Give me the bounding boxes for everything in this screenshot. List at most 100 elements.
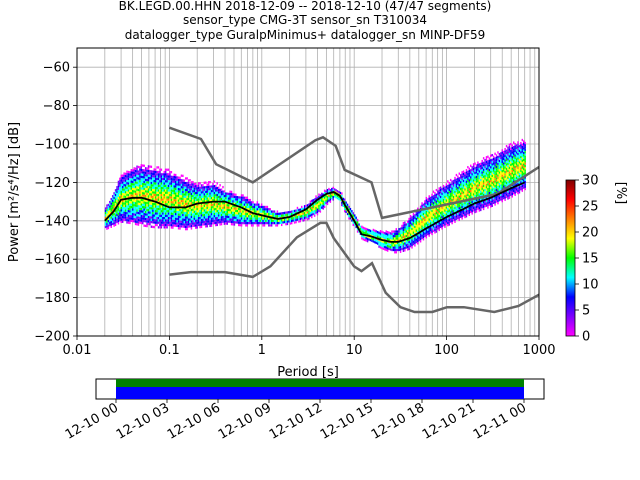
grid xyxy=(77,48,539,336)
density-cell xyxy=(470,180,472,184)
density-cell xyxy=(143,185,145,188)
density-cell xyxy=(173,219,175,223)
density-cell xyxy=(418,236,420,239)
density-cell xyxy=(127,200,130,204)
density-cell xyxy=(386,242,389,245)
density-cell xyxy=(454,183,456,187)
density-cell xyxy=(484,158,486,162)
density-cell xyxy=(389,236,392,240)
density-cell xyxy=(164,177,167,181)
density-cell xyxy=(240,224,243,227)
density-cell xyxy=(424,214,426,217)
density-cell xyxy=(140,198,143,202)
density-cell xyxy=(454,188,456,191)
density-cell xyxy=(153,191,155,194)
density-cell xyxy=(170,187,173,190)
density-cell xyxy=(197,182,200,185)
density-cell xyxy=(142,208,144,211)
density-cell xyxy=(142,212,144,216)
density-cell xyxy=(488,164,491,167)
density-cell xyxy=(299,219,302,223)
density-cell xyxy=(472,167,475,171)
density-cell xyxy=(402,247,405,250)
density-cell xyxy=(475,208,478,211)
density-cell xyxy=(172,212,174,215)
density-cell xyxy=(116,211,118,214)
density-cell xyxy=(520,153,522,156)
density-cell xyxy=(414,241,416,245)
density-cell xyxy=(240,203,243,206)
density-cell xyxy=(465,201,468,204)
density-cell xyxy=(498,155,501,158)
density-cell xyxy=(500,154,502,157)
density-cell xyxy=(460,211,462,214)
density-cell xyxy=(132,176,134,179)
density-cell xyxy=(448,195,450,198)
density-cell xyxy=(200,221,203,224)
density-cell xyxy=(494,171,496,174)
density-cell xyxy=(511,195,513,198)
density-cell xyxy=(186,223,188,226)
density-cell xyxy=(192,215,194,218)
density-cell xyxy=(435,216,438,219)
density-cell xyxy=(126,209,128,213)
density-cell xyxy=(502,164,505,168)
density-cell xyxy=(295,214,297,217)
density-cell xyxy=(404,235,406,238)
density-cell xyxy=(401,227,403,230)
density-cell xyxy=(402,226,405,229)
density-cell xyxy=(474,192,476,195)
density-cell xyxy=(262,224,264,227)
density-cell xyxy=(394,232,396,236)
density-cell xyxy=(233,218,236,222)
density-cell xyxy=(425,222,428,225)
density-cell xyxy=(319,194,322,197)
density-cell xyxy=(448,209,450,212)
density-cell xyxy=(127,212,130,215)
density-cell xyxy=(279,219,281,222)
density-cell xyxy=(203,195,206,198)
density-cell xyxy=(209,192,211,195)
density-cell xyxy=(210,215,213,218)
density-cell xyxy=(238,210,240,213)
density-cell xyxy=(374,231,376,235)
density-cell xyxy=(460,201,462,205)
density-cell xyxy=(164,180,167,183)
density-cell xyxy=(346,205,349,209)
density-cell xyxy=(404,239,406,243)
density-cell xyxy=(192,185,194,188)
density-cell xyxy=(480,165,482,168)
density-cell xyxy=(458,186,461,189)
density-cell xyxy=(203,216,206,219)
density-cell xyxy=(488,187,491,190)
density-cell xyxy=(481,159,483,163)
density-cell xyxy=(449,190,452,193)
density-cell xyxy=(248,217,250,220)
density-cell xyxy=(293,221,296,224)
density-cell xyxy=(137,221,140,224)
density-cell xyxy=(169,191,171,194)
density-cell xyxy=(143,171,145,174)
density-cell xyxy=(157,180,160,183)
density-cell xyxy=(451,210,453,213)
density-cell xyxy=(512,192,515,195)
density-cell xyxy=(174,213,177,216)
density-cell xyxy=(488,157,491,160)
density-cell xyxy=(213,203,216,206)
density-cell xyxy=(490,186,492,190)
density-cell xyxy=(119,209,121,213)
density-cell xyxy=(199,221,201,224)
density-cell xyxy=(488,191,491,195)
density-cell xyxy=(177,194,180,198)
density-cell xyxy=(179,188,181,191)
density-cell xyxy=(193,194,196,197)
density-cell xyxy=(454,195,456,198)
density-cell xyxy=(457,177,459,181)
density-cell xyxy=(195,196,197,199)
density-cell xyxy=(206,218,208,221)
density-cell xyxy=(163,210,165,213)
density-cell xyxy=(524,141,526,145)
density-cell xyxy=(322,207,324,210)
density-cell xyxy=(109,212,111,215)
density-cell xyxy=(392,237,395,240)
